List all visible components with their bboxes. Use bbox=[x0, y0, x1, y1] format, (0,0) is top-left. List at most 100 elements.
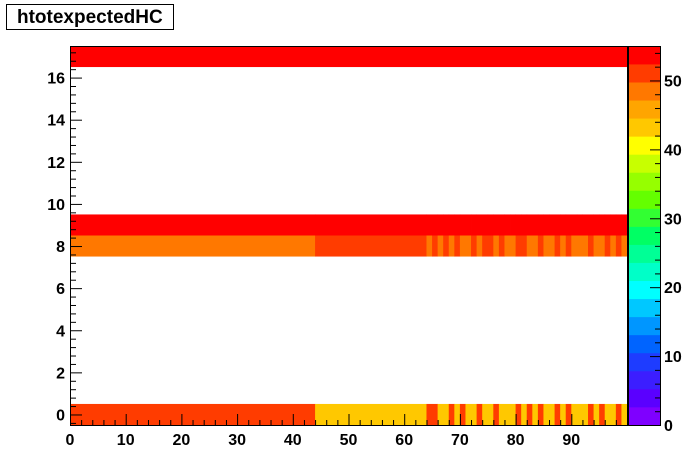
y-tick-label: 14 bbox=[47, 113, 65, 130]
heatmap-cell bbox=[543, 214, 550, 236]
heatmap-cell bbox=[526, 214, 539, 236]
heatmap-cell bbox=[565, 214, 578, 236]
heatmap-cell bbox=[526, 235, 539, 257]
heatmap-cell bbox=[560, 403, 567, 425]
color-scale-swatch bbox=[628, 244, 660, 263]
heatmap-cell bbox=[493, 214, 505, 236]
heatmap-cell bbox=[560, 235, 567, 257]
color-scale-swatch bbox=[628, 370, 660, 390]
color-scale-swatch bbox=[628, 100, 660, 119]
color-scale-label: 10 bbox=[664, 349, 682, 366]
color-scale-label: 20 bbox=[664, 280, 682, 297]
color-scale-swatch bbox=[628, 406, 660, 426]
heatmap-cell bbox=[537, 403, 544, 425]
color-scale-label: 30 bbox=[664, 211, 682, 228]
color-scale-label: 40 bbox=[664, 142, 682, 159]
heatmap-cell bbox=[426, 403, 439, 425]
heatmap-cell bbox=[432, 235, 439, 257]
heatmap-cell bbox=[604, 403, 617, 425]
heatmap-cell bbox=[582, 214, 594, 236]
heatmap-cell bbox=[504, 214, 511, 236]
heatmap-cell bbox=[610, 235, 617, 257]
color-scale-frame bbox=[628, 46, 661, 426]
heatmap-cell bbox=[448, 403, 455, 425]
x-tick-label: 80 bbox=[507, 432, 525, 449]
heatmap-cell bbox=[515, 235, 528, 257]
color-scale-label: 50 bbox=[664, 73, 682, 90]
y-tick-label: 12 bbox=[47, 155, 65, 172]
color-scale-swatch bbox=[628, 82, 660, 101]
heatmap-cell bbox=[454, 235, 461, 257]
plot-frame bbox=[70, 46, 628, 426]
x-tick-label: 40 bbox=[284, 432, 302, 449]
heatmap-cell bbox=[554, 235, 561, 257]
y-tick-label: 4 bbox=[56, 323, 65, 340]
heatmap-cell bbox=[537, 235, 544, 257]
heatmap-cell bbox=[448, 235, 455, 257]
heatmap-cell bbox=[588, 403, 594, 425]
color-scale-label: 0 bbox=[664, 418, 673, 435]
y-tick-label: 0 bbox=[56, 407, 65, 424]
color-scale-swatch bbox=[628, 352, 660, 372]
heatmap-cell bbox=[493, 403, 500, 425]
x-tick-label: 0 bbox=[66, 432, 75, 449]
heatmap-cell bbox=[510, 214, 516, 236]
color-scale-swatch bbox=[628, 136, 660, 155]
heatmap-cell bbox=[437, 214, 444, 236]
x-tick-label: 70 bbox=[451, 432, 469, 449]
heatmap-cell bbox=[443, 235, 450, 257]
y-tick-label: 16 bbox=[47, 71, 65, 88]
color-scale-swatch bbox=[628, 154, 660, 173]
heatmap-cell bbox=[70, 403, 316, 425]
heatmap-cell bbox=[315, 235, 427, 257]
heatmap-cell bbox=[448, 214, 455, 236]
heatmap-cell bbox=[593, 214, 600, 236]
heatmap-cell bbox=[487, 214, 494, 236]
heatmap-cell bbox=[615, 235, 622, 257]
heatmap-cell bbox=[576, 214, 583, 236]
heatmap-cells bbox=[70, 46, 628, 425]
heatmap-cell bbox=[426, 235, 433, 257]
x-tick-label: 50 bbox=[340, 432, 358, 449]
color-scale-axis: 0 10 20 30 40 50 bbox=[650, 52, 682, 435]
heatmap-cell bbox=[532, 403, 539, 425]
heatmap-cell bbox=[454, 214, 461, 236]
heatmap-cell bbox=[521, 403, 528, 425]
y-tick-label: 2 bbox=[56, 365, 65, 382]
color-scale bbox=[628, 46, 661, 426]
color-scale-swatch bbox=[628, 262, 660, 282]
color-scale-swatch bbox=[628, 208, 660, 227]
color-scale-swatch bbox=[628, 316, 660, 336]
color-scale-swatch bbox=[628, 334, 660, 354]
heatmap-cell bbox=[593, 403, 600, 425]
heatmap-cell bbox=[565, 235, 572, 257]
heatmap-cell bbox=[515, 403, 522, 425]
heatmap-cell bbox=[504, 235, 516, 257]
heatmap-cell bbox=[471, 235, 478, 257]
heatmap-cell bbox=[588, 235, 594, 257]
heatmap-cell bbox=[454, 403, 461, 425]
heatmap-cell bbox=[604, 214, 611, 236]
y-tick-label: 6 bbox=[56, 281, 65, 298]
heatmap-cell bbox=[498, 235, 505, 257]
y-axis: 0 2 4 6 8 10 12 14 16 bbox=[47, 52, 82, 424]
x-tick-label: 90 bbox=[562, 432, 580, 449]
heatmap-cell bbox=[493, 235, 500, 257]
heatmap-cell bbox=[599, 214, 606, 236]
x-tick-label: 60 bbox=[395, 432, 413, 449]
heatmap-cell bbox=[543, 403, 555, 425]
x-tick-label: 30 bbox=[228, 432, 246, 449]
heatmap-cell bbox=[443, 214, 450, 236]
heatmap-cell bbox=[315, 214, 427, 236]
heatmap-cell bbox=[70, 214, 316, 236]
heatmap-cell bbox=[543, 235, 555, 257]
heatmap-cell bbox=[498, 403, 516, 425]
heatmap-cell bbox=[621, 235, 628, 257]
heatmap-cell bbox=[571, 235, 589, 257]
heatmap-cell bbox=[560, 214, 567, 236]
color-scale-swatch bbox=[628, 190, 660, 209]
heatmap-cell bbox=[593, 235, 606, 257]
heatmap-cell bbox=[599, 403, 606, 425]
heatmap-cell bbox=[426, 214, 439, 236]
